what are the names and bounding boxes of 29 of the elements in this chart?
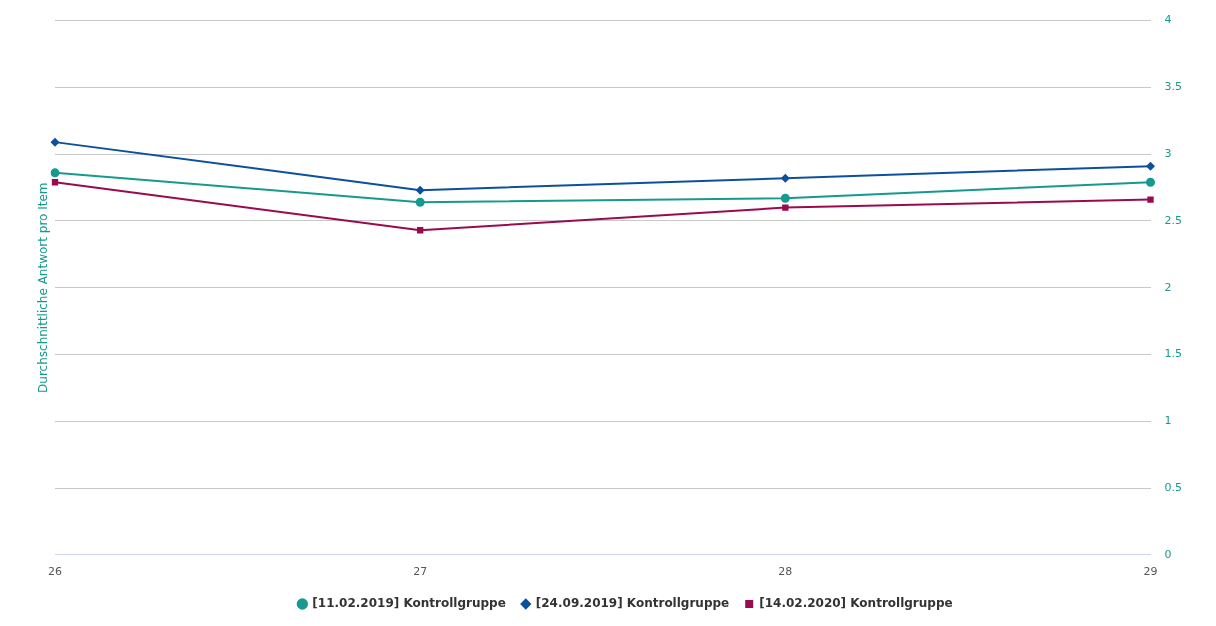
point (780, 173, 790, 183)
legend-label: [24.09.2019] Kontrollgruppe (535, 596, 730, 611)
x-tick-label: 27 (413, 565, 428, 579)
y-tick-label: 3 (1164, 147, 1172, 161)
y-tick-label: 3.5 (1164, 80, 1183, 94)
y-tick-label: 2 (1164, 280, 1172, 294)
x-tick-label: 29 (1143, 565, 1158, 579)
y-tick-label: 1 (1164, 414, 1172, 428)
y-tick-label: 0 (1164, 547, 1172, 561)
point (416, 227, 424, 234)
point (1146, 177, 1156, 187)
y-tick-label: 0.5 (1164, 480, 1183, 494)
point (1146, 161, 1156, 171)
y-tick-label: 2.5 (1164, 213, 1183, 227)
point (50, 137, 60, 147)
point (415, 185, 425, 195)
y-axis-title: Durchschnittliche Antwort pro Item (36, 182, 51, 393)
y-tick-label: 4 (1164, 13, 1172, 27)
point (50, 168, 60, 178)
point (51, 179, 59, 186)
x-tick-label: 28 (778, 565, 793, 579)
y-tick-label: 1.5 (1164, 347, 1183, 361)
point (415, 197, 425, 207)
point (782, 204, 789, 211)
legend-label: [11.02.2019] Kontrollgruppe (312, 596, 506, 611)
legend-label: [14.02.2020] Kontrollgruppe (759, 596, 953, 611)
x-tick-label: 26 (48, 565, 62, 579)
point (1147, 196, 1154, 203)
point (780, 193, 790, 203)
